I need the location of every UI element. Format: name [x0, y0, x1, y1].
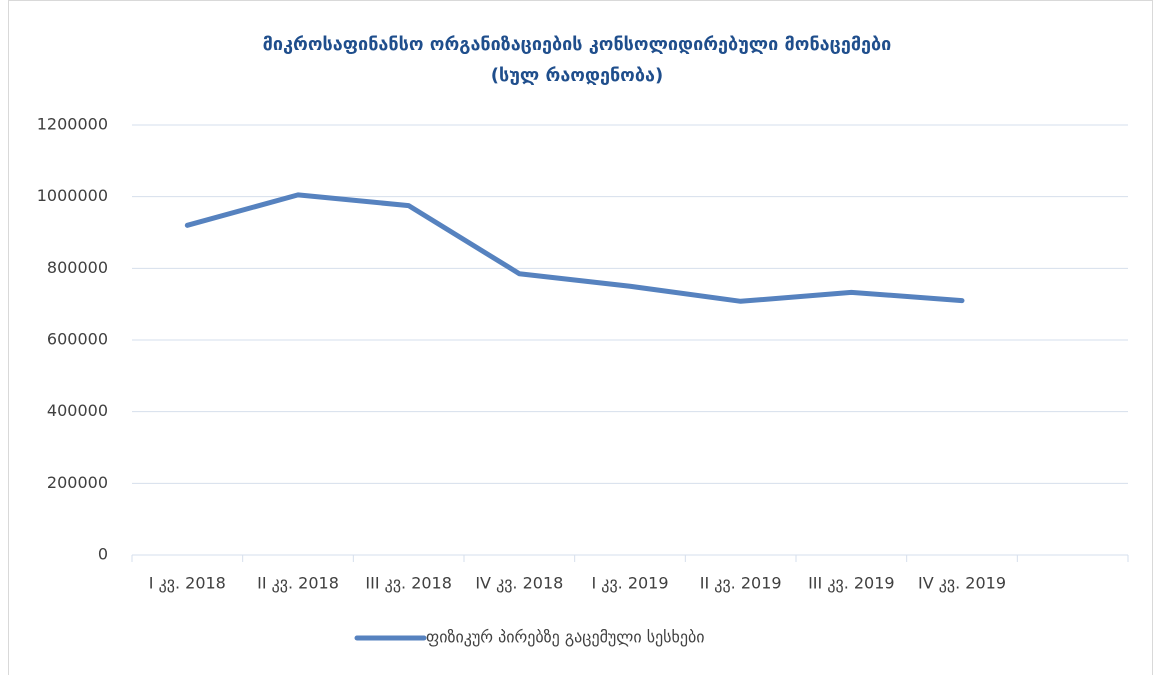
y-tick-label: 400000 [47, 401, 108, 420]
y-tick-label: 1200000 [37, 115, 108, 134]
chart-title: მიკროსაფინანსო ორგანიზაციების კონსოლიდირ… [263, 34, 892, 55]
x-tick-label: III კვ. 2018 [365, 574, 452, 593]
chart-subtitle: (სულ რაოდენობა) [491, 65, 663, 86]
legend-label: ფიზიკურ პირებზე გაცემული სესხები [426, 628, 705, 647]
y-tick-label: 1000000 [37, 186, 108, 205]
y-tick-label: 800000 [47, 258, 108, 277]
x-tick-label: IV კვ. 2019 [918, 574, 1006, 593]
x-tick-label: I კვ. 2018 [149, 574, 226, 593]
chart-border [8, 0, 1153, 675]
x-tick-label: I კვ. 2019 [591, 574, 668, 593]
y-tick-label: 600000 [47, 330, 108, 349]
x-tick-label: II კვ. 2018 [257, 574, 339, 593]
x-tick-label: III კვ. 2019 [808, 574, 895, 593]
y-tick-label: 200000 [47, 473, 108, 492]
y-tick-label: 0 [98, 545, 108, 564]
series-line [184, 192, 965, 304]
x-tick-label: IV კვ. 2018 [475, 574, 563, 593]
x-tick-label: II კვ. 2019 [700, 574, 782, 593]
